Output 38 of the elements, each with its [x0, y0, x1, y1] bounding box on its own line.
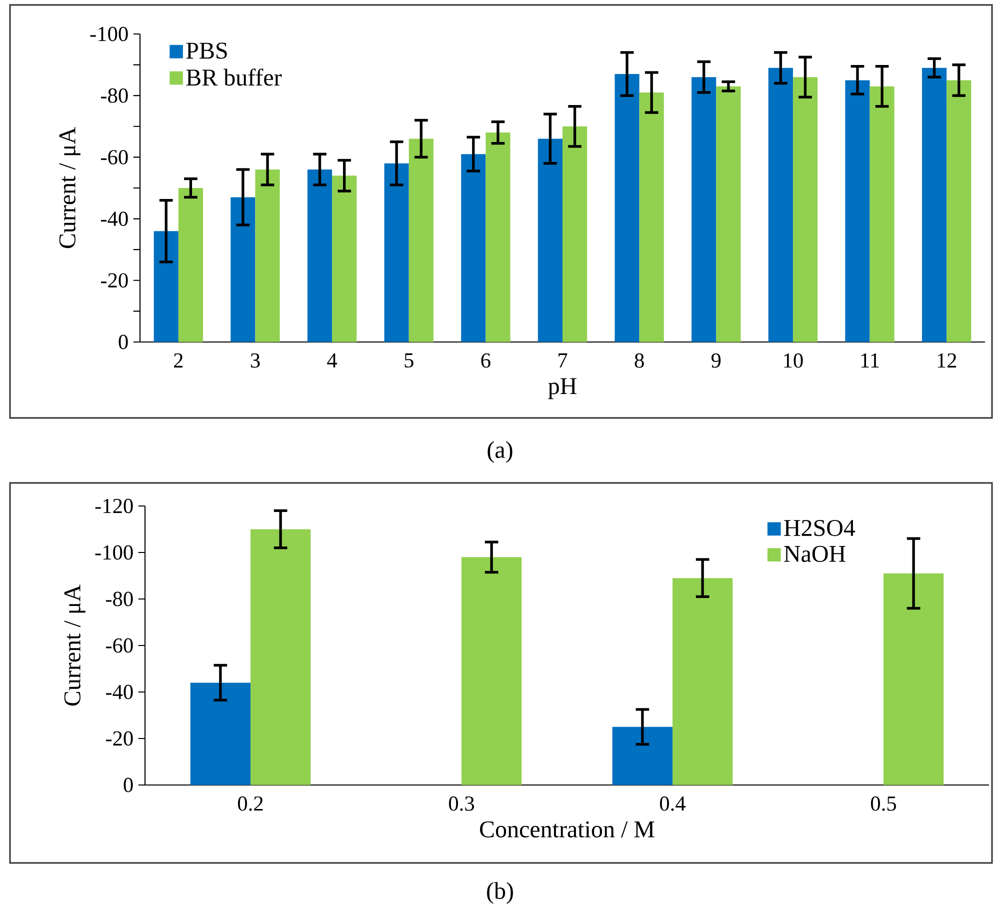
x-axis-title: pH	[548, 378, 576, 400]
legend-label: NaOH	[784, 546, 846, 562]
x-tick-label: 3	[250, 353, 260, 368]
y-tick-label: -100	[90, 26, 128, 42]
y-tick-label: -20	[100, 273, 128, 288]
y-tick-label: -100	[95, 545, 133, 560]
y-axis-title: Current / μA	[64, 584, 86, 706]
x-tick-label: 11	[861, 353, 879, 368]
y-tick-label: -40	[106, 684, 133, 700]
x-tick-label: 0.3	[448, 796, 474, 811]
text: (a)	[488, 441, 512, 463]
y-axis-title: Current / μA	[59, 127, 80, 248]
x-tick-label: 0.4	[660, 796, 686, 811]
y-tick-label: -80	[106, 592, 133, 606]
y-tick-label: 0	[124, 778, 133, 792]
x-tick-label: 8	[634, 353, 644, 368]
legend-label: PBS	[186, 42, 227, 59]
y-tick-label: -60	[106, 638, 133, 653]
x-tick-label: 7	[558, 353, 568, 368]
x-axis-title: Concentration / M	[480, 821, 654, 838]
x-tick-label: 0.5	[870, 796, 896, 811]
x-tick-label: 10	[784, 353, 803, 368]
y-tick-label: -60	[100, 150, 128, 164]
y-tick-label: -120	[95, 498, 133, 514]
x-tick-label: 12	[938, 353, 956, 368]
x-tick-label: 0.2	[238, 796, 263, 811]
y-tick-label: -40	[100, 212, 128, 226]
x-tick-label: 6	[481, 353, 490, 368]
y-tick-label: -20	[106, 731, 133, 746]
x-tick-label: 2	[174, 353, 183, 368]
x-tick-label: 5	[404, 353, 414, 368]
x-tick-label: 4	[327, 353, 338, 368]
legend-label: H2SO4	[784, 520, 856, 536]
y-tick-label: -80	[100, 88, 128, 103]
y-tick-label: 0	[118, 334, 128, 350]
text: (b)	[487, 882, 513, 904]
x-tick-label: 9	[711, 353, 721, 368]
legend-label: BR buffer	[186, 68, 282, 86]
